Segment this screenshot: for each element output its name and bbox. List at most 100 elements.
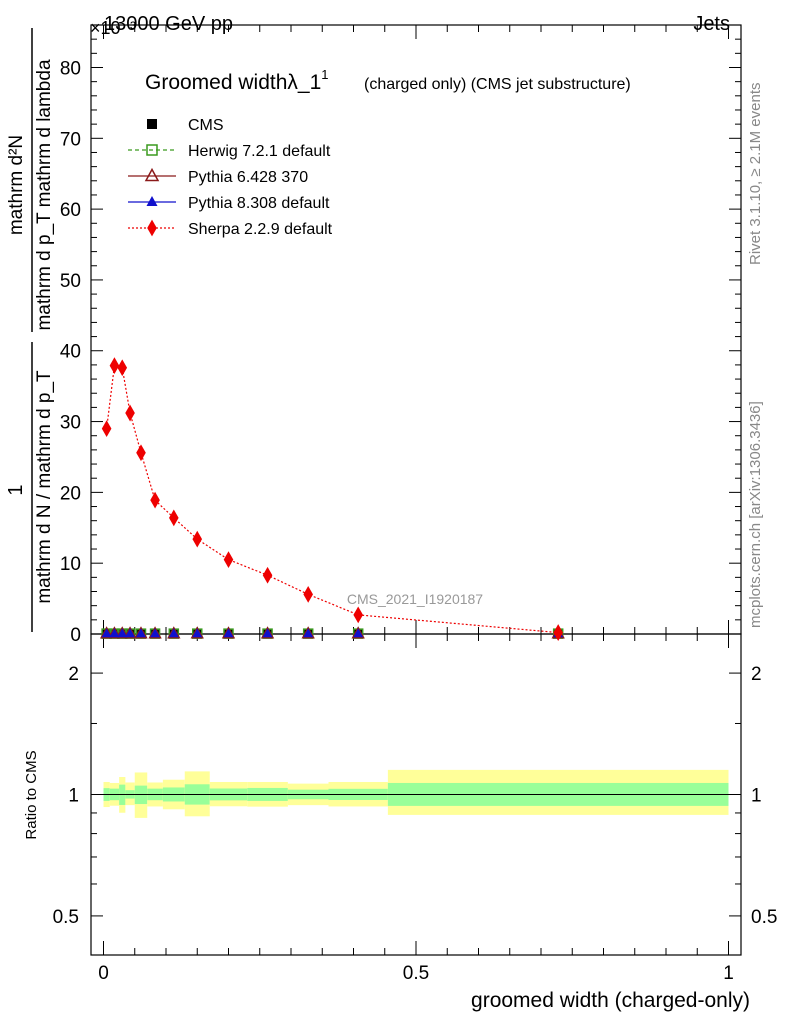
legend-marker: [147, 119, 157, 129]
series-2-point: [115, 626, 129, 639]
ratio-ytick-label-right: 0.5: [751, 907, 777, 928]
main-ytick-label: 0: [70, 625, 81, 646]
series-4-point: [192, 530, 203, 548]
main-ytick-label: 20: [60, 483, 81, 504]
ylabel-fraction-bottom: mathrm d N / mathrm d p_T: [34, 370, 55, 604]
ratio-xtick-label: 0.5: [403, 963, 429, 984]
exponent-label: ×10⁻³: [90, 18, 136, 38]
legend-item-0: CMS: [147, 117, 224, 134]
series-2-point: [351, 626, 365, 639]
main-ylabel: 1 mathrm d N / mathrm d p_T mathrm d²N m…: [5, 28, 55, 632]
legend-label: Pythia 8.308 default: [188, 195, 330, 212]
series-3-point: [303, 628, 314, 638]
legend-marker: [144, 167, 160, 182]
main-plot-axes: 0 10 20 30 40 50 60 70 80: [60, 24, 742, 646]
series-4-point: [150, 491, 160, 509]
series-3-point: [117, 628, 128, 638]
ratio-ytick-label: 0.5: [53, 907, 79, 928]
series-3-point: [136, 628, 146, 638]
series-4-point: [223, 551, 234, 569]
series-2-point: [221, 626, 236, 639]
series-4-point: [169, 509, 179, 527]
series-4-point: [303, 585, 313, 603]
title-main: Groomed width: [145, 71, 287, 94]
series-3-point: [101, 628, 112, 638]
series-3-point: [109, 628, 120, 638]
series-2-point: [301, 626, 315, 639]
analysis-watermark: CMS_2021_I1920187: [347, 591, 483, 607]
legend-item-2: Pythia 6.428 370: [128, 167, 308, 186]
ylabel-main: mathrm d²N: [6, 135, 27, 235]
main-ytick-label: 50: [60, 271, 81, 292]
series-2-point: [190, 626, 204, 639]
legend-label: Pythia 6.428 370: [188, 169, 308, 186]
series-2-point: [148, 626, 162, 639]
series-4-point: [262, 566, 273, 584]
sherpa-line: [106, 364, 559, 634]
ratio-uncertainty-bands: [91, 769, 741, 818]
series-2-point: [99, 626, 114, 639]
ratio-ytick-label-right: 2: [751, 664, 762, 685]
series-3-point: [353, 628, 364, 638]
series-3: [101, 628, 564, 638]
series-3-point: [192, 628, 203, 638]
ylabel-fraction-top: 1: [5, 484, 27, 495]
legend-marker: [147, 219, 157, 237]
header-left: 13000 GeV pp: [104, 13, 233, 35]
series-2-point: [123, 626, 137, 639]
header-right: Jets: [693, 13, 730, 35]
series-2-point: [134, 626, 148, 639]
legend: CMS Herwig 7.2.1 default Pythia 6.428 370 P…: [128, 117, 333, 238]
main-ytick-label: 10: [60, 554, 81, 575]
series-3-point: [223, 628, 234, 638]
ratio-ytick-label-right: 1: [751, 786, 762, 807]
main-ytick-label: 30: [60, 413, 81, 434]
series-4-point: [136, 444, 146, 462]
main-ytick-label: 60: [60, 200, 81, 221]
series-3-point: [150, 628, 161, 638]
ratio-ytick-label: 2: [68, 664, 79, 685]
main-ytick-label: 40: [60, 342, 81, 363]
mcplots-label: mcplots.cern.ch [arXiv:1306.3436]: [747, 401, 764, 628]
rivet-label: Rivet 3.1.10, ≥ 2.1M events: [747, 83, 764, 266]
series-2-point: [107, 626, 122, 639]
main-ytick-label: 70: [60, 129, 81, 150]
series-4-point: [353, 606, 363, 624]
legend-label: Sherpa 2.2.9 default: [188, 221, 333, 238]
legend-marker: [146, 196, 158, 206]
series-3-point: [262, 628, 273, 638]
main-ytick-label: 80: [60, 58, 81, 79]
series-3-point: [168, 628, 179, 638]
legend-label: CMS: [188, 117, 224, 134]
legend-marker: [146, 144, 158, 156]
series-2-point: [260, 626, 275, 639]
main-plot-series: [99, 357, 565, 641]
x-axis-label: groomed width (charged-only): [471, 989, 750, 1012]
ratio-xtick-label: 1: [723, 963, 734, 984]
title-lambda: λ_1: [287, 71, 321, 94]
plot-title: Groomed widthλ_11 (charged only) (CMS je…: [145, 67, 631, 94]
ylabel-main-bottom: mathrm d p_T mathrm d lambda: [34, 59, 55, 330]
series-3-point: [125, 628, 136, 638]
series-4-point: [117, 359, 128, 377]
svg-text:Groomed widthλ_11: Groomed widthλ_11: [145, 67, 329, 94]
series-4-point: [553, 624, 563, 641]
series-4-point: [101, 420, 112, 438]
ratio-ylabel: Ratio to CMS: [23, 750, 40, 839]
legend-item-4: Sherpa 2.2.9 default: [128, 219, 333, 238]
ratio-ytick-label: 1: [68, 786, 79, 807]
legend-item-1: Herwig 7.2.1 default: [128, 143, 331, 160]
series-2-point: [167, 626, 181, 639]
legend-label: Herwig 7.2.1 default: [188, 143, 331, 160]
series-4-point: [125, 404, 135, 422]
series-2: [99, 626, 565, 639]
legend-item-3: Pythia 8.308 default: [128, 195, 330, 212]
title-suffix: (charged only) (CMS jet substructure): [364, 76, 631, 93]
series-4-point: [109, 357, 120, 375]
ratio-plot-axes: 0.5 0.5 1 1 2 2 0 0.5 1: [53, 633, 777, 984]
series-4: [101, 357, 563, 641]
title-sup: 1: [321, 67, 328, 82]
ratio-xtick-label: 0: [98, 963, 109, 984]
